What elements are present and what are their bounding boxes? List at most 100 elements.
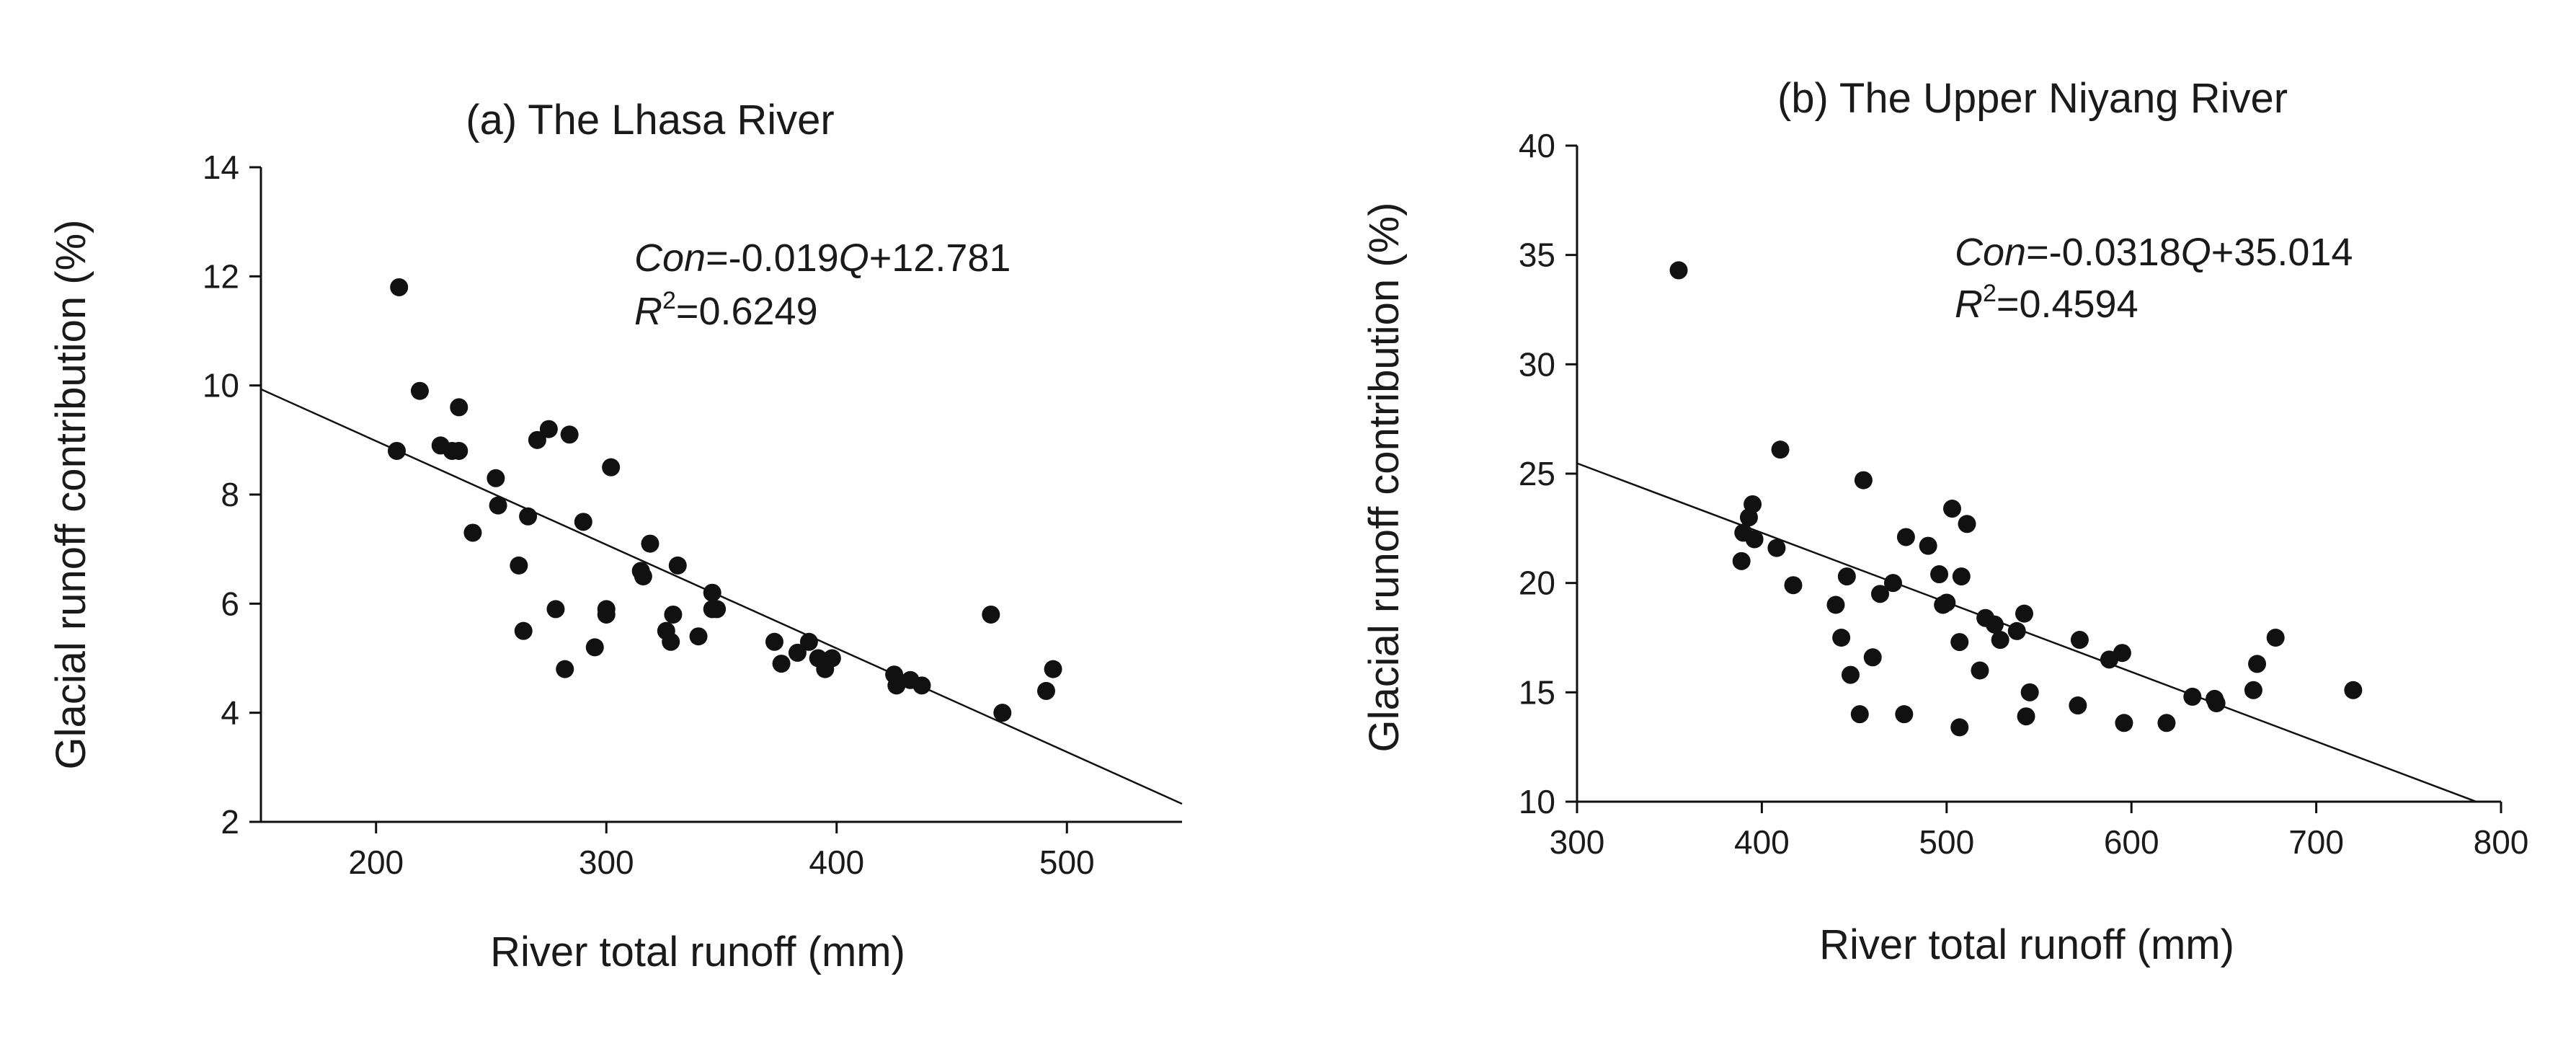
data-point bbox=[993, 704, 1012, 722]
data-point bbox=[450, 398, 468, 417]
y-axis-label: Glacial runoff contribution (%) bbox=[1361, 203, 1408, 753]
y-tick-label: 10 bbox=[1519, 783, 1555, 820]
x-axis-label: River total runoff (mm) bbox=[1819, 921, 2234, 968]
data-point bbox=[1919, 536, 1937, 555]
data-point bbox=[887, 676, 906, 695]
data-point bbox=[1767, 539, 1786, 557]
data-point bbox=[1942, 500, 1961, 518]
y-tick-label: 25 bbox=[1519, 455, 1555, 492]
y-tick-label: 30 bbox=[1519, 345, 1555, 383]
data-point bbox=[1937, 593, 1956, 612]
data-point bbox=[585, 638, 604, 657]
x-tick-label: 800 bbox=[2474, 823, 2529, 861]
data-point bbox=[556, 660, 574, 678]
data-point bbox=[1832, 629, 1851, 647]
data-point bbox=[489, 496, 507, 515]
data-point bbox=[1952, 567, 1971, 586]
data-point bbox=[1044, 660, 1062, 678]
r-squared: R2=0.4594 bbox=[1955, 280, 2138, 326]
data-point bbox=[2069, 696, 2087, 715]
data-point bbox=[1896, 528, 1915, 546]
data-point bbox=[703, 583, 721, 602]
x-tick-label: 200 bbox=[348, 843, 404, 881]
data-point bbox=[1991, 631, 2009, 650]
data-point bbox=[788, 643, 807, 662]
data-point bbox=[487, 469, 505, 487]
y-tick-label: 15 bbox=[1519, 673, 1555, 711]
x-tick-label: 600 bbox=[2104, 823, 2159, 861]
chart-title: (b) The Upper Niyang River bbox=[1777, 75, 2288, 122]
data-point bbox=[689, 627, 708, 646]
data-point bbox=[1826, 595, 1845, 614]
data-point bbox=[1950, 718, 1969, 737]
data-point bbox=[982, 605, 1000, 624]
data-point bbox=[1971, 661, 1989, 680]
data-point bbox=[510, 556, 528, 575]
r-squared: R2=0.6249 bbox=[634, 287, 818, 333]
data-point bbox=[703, 600, 721, 619]
data-point bbox=[410, 381, 429, 400]
data-point bbox=[1732, 552, 1751, 570]
data-point bbox=[514, 621, 533, 640]
data-point bbox=[2183, 687, 2202, 706]
data-point bbox=[2007, 621, 2026, 640]
x-tick-label: 500 bbox=[1919, 823, 1974, 861]
data-point bbox=[1841, 665, 1860, 684]
data-point bbox=[450, 441, 468, 460]
regression-equation: Con=-0.0318Q+35.014 bbox=[1955, 231, 2353, 274]
y-tick-label: 35 bbox=[1519, 236, 1555, 274]
data-point bbox=[1883, 574, 1902, 593]
data-point bbox=[602, 458, 621, 477]
data-point bbox=[765, 632, 783, 651]
y-tick-label: 8 bbox=[221, 476, 239, 513]
y-tick-label: 10 bbox=[203, 367, 239, 404]
y-tick-label: 2 bbox=[221, 803, 239, 841]
data-point bbox=[1850, 705, 1869, 724]
data-point bbox=[574, 513, 592, 531]
y-axis-label: Glacial runoff contribution (%) bbox=[48, 220, 94, 770]
data-point bbox=[2344, 681, 2363, 699]
y-tick-label: 12 bbox=[203, 257, 239, 295]
regression-line bbox=[260, 388, 1183, 805]
data-point bbox=[641, 534, 659, 553]
y-tick-label: 40 bbox=[1519, 127, 1555, 164]
y-tick-label: 20 bbox=[1519, 564, 1555, 602]
data-point bbox=[912, 676, 931, 695]
regression-equation: Con=-0.019Q+12.781 bbox=[634, 236, 1011, 280]
y-tick-label: 4 bbox=[221, 694, 239, 732]
data-point bbox=[1669, 261, 1688, 280]
data-point bbox=[546, 600, 565, 619]
x-tick-label: 400 bbox=[1734, 823, 1790, 861]
y-tick-label: 6 bbox=[221, 585, 239, 622]
x-axis-label: River total runoff (mm) bbox=[490, 929, 905, 975]
data-point bbox=[2115, 714, 2133, 732]
data-point bbox=[664, 605, 683, 624]
data-point bbox=[560, 425, 579, 444]
data-point bbox=[519, 507, 538, 526]
panel-b-upper-niyang: (b) The Upper Niyang River Glacial runof… bbox=[1361, 75, 2528, 968]
data-point bbox=[1745, 530, 1764, 549]
data-point bbox=[2207, 694, 2226, 712]
data-point bbox=[2015, 604, 2033, 623]
data-point bbox=[822, 649, 841, 668]
data-point bbox=[799, 632, 818, 651]
data-point bbox=[390, 278, 409, 296]
data-point bbox=[528, 430, 546, 449]
panel-a-lhasa: (a) The Lhasa River Glacial runoff contr… bbox=[48, 97, 1183, 975]
plot-area: 200 300 400 500 2 4 6 8 10 12 14 bbox=[203, 149, 1183, 881]
data-point bbox=[539, 420, 558, 438]
plot-area: 300 400 500 600 700 800 10 15 20 25 30 35 40 bbox=[1519, 127, 2529, 861]
chart-title: (a) The Lhasa River bbox=[466, 97, 835, 143]
x-tick-label: 400 bbox=[809, 843, 864, 881]
data-point bbox=[772, 655, 791, 673]
data-point bbox=[463, 523, 482, 542]
data-point bbox=[1863, 648, 1882, 667]
data-point bbox=[634, 567, 652, 585]
data-point bbox=[2113, 644, 2131, 663]
data-point bbox=[597, 605, 616, 624]
data-point bbox=[1854, 471, 1873, 490]
y-tick-label: 14 bbox=[203, 149, 239, 186]
data-point bbox=[1958, 515, 1976, 533]
x-tick-label: 300 bbox=[579, 843, 634, 881]
